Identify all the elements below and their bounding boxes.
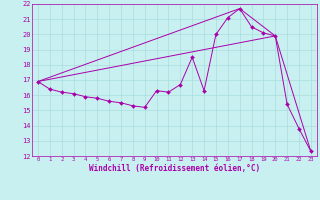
X-axis label: Windchill (Refroidissement éolien,°C): Windchill (Refroidissement éolien,°C) xyxy=(89,164,260,173)
